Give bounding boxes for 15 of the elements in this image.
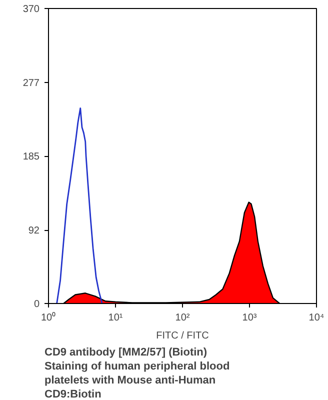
y-tick-label: 277 — [22, 78, 40, 90]
x-tick-label: 10⁰ — [40, 312, 56, 324]
x-tick-label: 10⁴ — [308, 312, 324, 324]
y-tick-label: 185 — [22, 152, 40, 162]
y-tick-label: 92 — [28, 226, 40, 237]
text: Staining of human peripheral blood — [44, 360, 230, 372]
text: CD9:Biotin — [44, 388, 102, 400]
x-axis-title: FITC / FITC — [156, 330, 209, 342]
y-tick-label: 0 — [34, 299, 40, 310]
y-tick-label: 370 — [22, 4, 40, 15]
text: platelets with Mouse anti-Human — [44, 374, 216, 386]
x-tick-label: 10² — [175, 312, 190, 324]
x-tick-label: 10³ — [242, 312, 258, 324]
text: CD9 antibody [MM2/57] (Biotin) — [44, 346, 208, 358]
x-tick-label: 10¹ — [108, 312, 124, 324]
